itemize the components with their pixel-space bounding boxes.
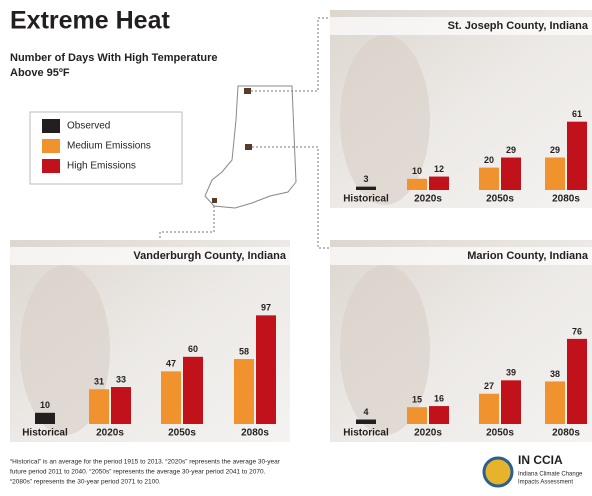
value-label: 29 <box>506 145 516 155</box>
value-label: 47 <box>166 359 176 369</box>
value-label: 10 <box>40 400 50 410</box>
x-tick-label: 2050s <box>168 428 196 439</box>
legend-label: Observed <box>67 121 110 132</box>
bar <box>356 187 376 190</box>
value-label: 3 <box>363 174 368 184</box>
subtitle: Above 95ºF <box>10 67 70 79</box>
logo-mark <box>484 458 512 486</box>
panel-title: Marion County, Indiana <box>467 250 589 262</box>
x-tick-label: 2080s <box>241 428 269 439</box>
infographic: Extreme Heat Number of Days With High Te… <box>0 0 592 496</box>
map-marker <box>245 144 252 150</box>
x-tick-label: 2020s <box>96 428 124 439</box>
legend-swatch <box>42 159 60 173</box>
map-marker <box>212 198 217 203</box>
logo-name: IN CCIA <box>518 453 563 467</box>
bar <box>111 387 131 424</box>
value-label: 16 <box>434 393 444 403</box>
footnote: future period 2011 to 2040. “2050s” repr… <box>10 469 266 476</box>
bar <box>256 315 276 424</box>
legend-swatch <box>42 119 60 133</box>
x-tick-label: 2080s <box>552 194 580 205</box>
logo-tagline: Indiana Climate Change <box>518 472 583 478</box>
bar <box>89 389 109 424</box>
bar <box>407 179 427 190</box>
bar <box>501 380 521 424</box>
bar <box>183 357 203 424</box>
title: Extreme Heat <box>10 7 170 35</box>
panel-title: Vanderburgh County, Indiana <box>133 250 286 262</box>
bar <box>161 371 181 424</box>
value-label: 33 <box>116 374 126 384</box>
x-tick-label: 2080s <box>552 428 580 439</box>
x-tick-label: Historical <box>22 428 68 439</box>
bar <box>479 394 499 424</box>
map-marker <box>244 88 251 94</box>
legend-label: Medium Emissions <box>67 141 151 152</box>
panel-title: St. Joseph County, Indiana <box>448 20 589 32</box>
bar <box>567 122 587 190</box>
subtitle: Number of Days With High Temperature <box>10 52 218 64</box>
value-label: 61 <box>572 109 582 119</box>
x-tick-label: Historical <box>343 194 389 205</box>
value-label: 97 <box>261 303 271 313</box>
value-label: 29 <box>550 145 560 155</box>
x-tick-label: 2050s <box>486 194 514 205</box>
bar <box>407 407 427 424</box>
value-label: 39 <box>506 368 516 378</box>
value-label: 31 <box>94 377 104 387</box>
value-label: 20 <box>484 155 494 165</box>
logo-tagline: Impacts Assessment <box>518 480 573 486</box>
value-label: 12 <box>434 164 444 174</box>
value-label: 27 <box>484 381 494 391</box>
bar <box>545 158 565 190</box>
value-label: 4 <box>363 407 368 417</box>
footnote: “Historical” is an average for the perio… <box>10 459 281 466</box>
value-label: 60 <box>188 344 198 354</box>
bar <box>501 158 521 190</box>
value-label: 58 <box>239 346 249 356</box>
bar <box>429 177 449 190</box>
bar <box>35 413 55 424</box>
value-label: 76 <box>572 326 582 336</box>
bar <box>567 339 587 424</box>
value-label: 10 <box>412 166 422 176</box>
footnote: “2080s” represents the 30-year period 20… <box>10 479 161 486</box>
value-label: 15 <box>412 395 422 405</box>
x-tick-label: 2020s <box>414 194 442 205</box>
bar <box>545 381 565 424</box>
bar <box>356 420 376 424</box>
bar <box>234 359 254 424</box>
bar <box>429 406 449 424</box>
value-label: 38 <box>550 369 560 379</box>
legend-label: High Emissions <box>67 161 136 172</box>
x-tick-label: 2020s <box>414 428 442 439</box>
legend-swatch <box>42 139 60 153</box>
bar <box>479 168 499 190</box>
x-tick-label: Historical <box>343 428 389 439</box>
x-tick-label: 2050s <box>486 428 514 439</box>
